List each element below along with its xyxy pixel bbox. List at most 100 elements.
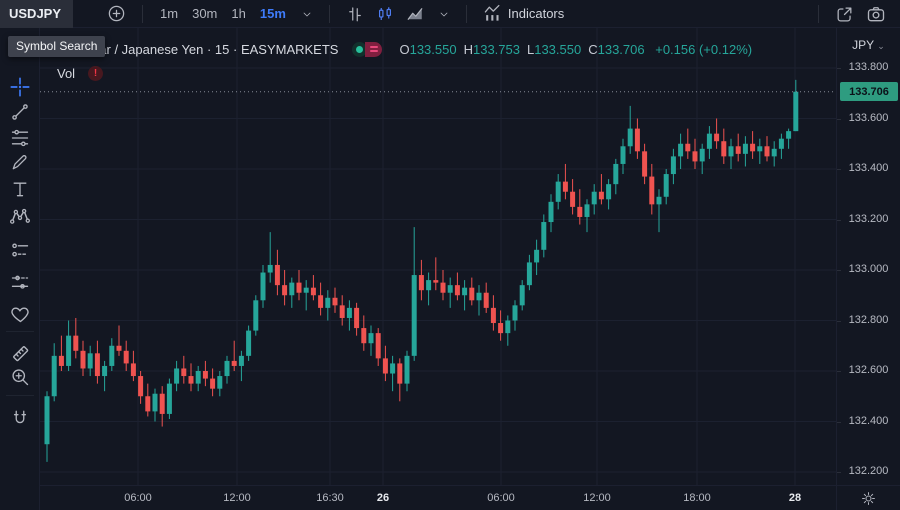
price-tick-label: 133.800: [848, 61, 889, 73]
low-value: 133.550: [534, 41, 582, 57]
zoom-in-tool[interactable]: [8, 365, 32, 389]
axis-settings-button[interactable]: [861, 491, 876, 506]
chart-type-candles-button-active[interactable]: [370, 0, 400, 28]
price-tick-label: 132.200: [848, 465, 889, 477]
price-tick-label: 133.200: [848, 212, 889, 225]
trend-line-icon: [12, 104, 28, 120]
crosshair-tool-active[interactable]: [8, 75, 32, 99]
fib-retracement-tool[interactable]: [8, 126, 32, 150]
trend-line-tool[interactable]: [8, 100, 32, 124]
magnet-icon: [13, 410, 27, 424]
gear-icon: [862, 491, 875, 505]
magnifier-plus-icon: [12, 369, 29, 386]
open-new-window-button[interactable]: [829, 0, 860, 28]
time-tick-label: 16:30: [316, 492, 344, 504]
candles-chart-icon: [378, 6, 391, 20]
compare-add-symbol-button[interactable]: [101, 0, 132, 28]
chart-type-dropdown-button[interactable]: [432, 0, 456, 28]
xabcd-pattern-tool[interactable]: [8, 205, 32, 229]
open-label: O: [399, 41, 410, 57]
xabcd-pattern-icon: [10, 208, 30, 224]
chart-type-area-button[interactable]: [400, 0, 430, 28]
magnet-tool[interactable]: [8, 406, 32, 430]
heart-icon: [10, 307, 29, 322]
symbol-search-tooltip: Symbol Search: [8, 36, 106, 57]
time-tick-label: 06:00: [124, 492, 152, 504]
volume-error-badge[interactable]: !: [88, 65, 104, 81]
last-price-tag: 133.706: [840, 82, 898, 102]
text-tool[interactable]: [8, 177, 32, 201]
text-tool-icon: [13, 182, 27, 197]
price-tick-mark: [837, 219, 841, 221]
top-toolbar: USDJPY 1m 30m 1h 15m: [0, 0, 900, 28]
position-lines-icon: [11, 275, 29, 289]
price-tick-mark: [837, 421, 841, 423]
interval-1h[interactable]: 1h: [231, 6, 246, 21]
close-label: C: [588, 41, 598, 57]
prediction-tool[interactable]: [8, 238, 32, 262]
change-value: +0.156 (+0.12%): [655, 41, 753, 57]
price-tick-mark: [837, 169, 841, 170]
legend-symbol-row: U.S. Dollar / Japanese Yen · 15 · EASYMA…: [48, 40, 752, 58]
market-open-icon: [352, 41, 368, 57]
indicators-label: Indicators: [507, 6, 565, 21]
symbol-search-button[interactable]: USDJPY: [0, 0, 74, 28]
interval-15m-active[interactable]: 15m: [259, 6, 286, 21]
bars-chart-icon: [349, 6, 361, 21]
toolbar-separator: [818, 5, 819, 23]
delayed-data-icon: [365, 41, 383, 57]
external-link-icon: [837, 7, 852, 21]
symbol-title[interactable]: U.S. Dollar / Japanese Yen · 15 · EASYMA…: [48, 41, 339, 57]
price-tick-label: 132.600: [848, 364, 889, 376]
price-tick-mark: [837, 371, 841, 372]
time-tick-label: 18:00: [683, 492, 711, 504]
measure-ruler-tool[interactable]: [8, 341, 32, 365]
toolbar-separator: [465, 4, 467, 23]
brush-tool[interactable]: [8, 150, 32, 174]
ruler-icon: [12, 345, 28, 361]
price-tick-mark: [837, 270, 841, 271]
time-tick-label: 12:00: [583, 492, 611, 504]
prediction-lines-icon: [12, 243, 29, 257]
favorites-heart-button[interactable]: [8, 302, 32, 326]
intervals-dropdown-button[interactable]: [295, 0, 319, 28]
interval-30m[interactable]: 30m: [192, 6, 218, 21]
price-axis-currency-button[interactable]: JPY ⌄: [852, 38, 885, 52]
close-value: 133.706: [597, 41, 645, 57]
crosshair-icon: [10, 77, 30, 97]
plus-circle-icon: [108, 5, 125, 22]
toolbar-right-group: [808, 0, 900, 28]
camera-icon: [867, 7, 885, 22]
indicators-button[interactable]: Indicators: [477, 0, 570, 28]
sidebar-divider: [6, 395, 34, 396]
price-tick-label: 133.000: [848, 263, 889, 275]
bottom-right-corner: [836, 485, 900, 510]
brush-icon: [12, 155, 27, 170]
screenshot-button[interactable]: [860, 0, 892, 28]
price-axis[interactable]: JPY ⌄ 133.706 133.800 133.600 133.400 133.2…: [836, 28, 900, 485]
chevron-down-icon: [440, 12, 448, 16]
fib-retracement-icon: [11, 129, 29, 147]
legend-volume-row: Vol !: [57, 65, 752, 81]
price-tick-label: 132.400: [848, 414, 889, 427]
price-tick-label: 132.800: [848, 313, 889, 326]
price-tick-label: 133.600: [848, 111, 889, 124]
candlestick-chart-svg: [40, 28, 836, 485]
time-tick-label: 28: [788, 492, 802, 504]
candlestick-chart[interactable]: [40, 28, 836, 485]
volume-indicator-label[interactable]: Vol: [57, 65, 76, 81]
interval-1m[interactable]: 1m: [160, 6, 179, 21]
price-tick-mark: [837, 118, 841, 120]
indicators-icon: [484, 4, 500, 21]
chart-legend: U.S. Dollar / Japanese Yen · 15 · EASYMA…: [48, 40, 752, 81]
area-chart-icon: [407, 7, 423, 20]
market-status-toggle[interactable]: [352, 41, 383, 57]
chart-type-bars-button[interactable]: [340, 0, 370, 28]
candles-group: [44, 79, 799, 462]
long-position-tool[interactable]: [8, 271, 32, 295]
price-tick-label: 133.400: [848, 162, 889, 174]
time-axis[interactable]: 06:00 12:00 16:30 26 06:00 12:00 18:00 28: [40, 485, 836, 510]
time-tick-label: 26: [376, 492, 390, 504]
price-tick-mark: [837, 320, 841, 322]
